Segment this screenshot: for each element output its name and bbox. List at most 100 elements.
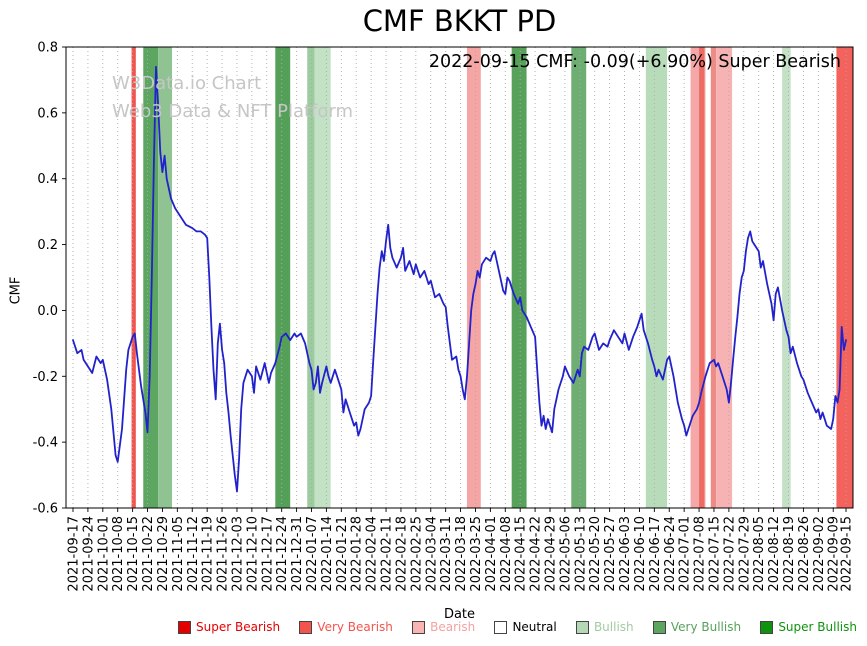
legend-label: Super Bullish xyxy=(778,620,857,634)
x-tick-label: 2022-01-21 xyxy=(335,516,350,592)
x-tick-label: 2022-01-07 xyxy=(305,516,320,592)
legend-swatch-icon xyxy=(652,620,666,634)
x-tick-label: 2022-08-26 xyxy=(797,516,812,592)
signal-band-very-bearish xyxy=(836,47,853,508)
x-tick-label: 2022-06-24 xyxy=(663,516,678,592)
x-tick-label: 2022-06-17 xyxy=(648,516,663,592)
x-tick-label: 2022-02-11 xyxy=(380,516,395,592)
x-tick-label: 2022-01-14 xyxy=(320,516,335,592)
x-tick-label: 2022-08-19 xyxy=(782,516,797,592)
plot-border xyxy=(65,46,854,509)
signal-band-very-bearish xyxy=(131,47,136,508)
x-tick-label: 2021-12-03 xyxy=(230,516,245,592)
cmf-annotation: 2022-09-15 CMF: -0.09(+6.90%) Super Bear… xyxy=(428,52,841,72)
x-tick-label: 2022-09-02 xyxy=(812,516,827,592)
x-tick-label: 2022-08-12 xyxy=(767,516,782,592)
y-tick-label: 0.8 xyxy=(37,41,58,56)
x-tick-label: 2022-05-06 xyxy=(558,516,573,592)
x-tick-label: 2022-07-15 xyxy=(707,516,722,592)
signal-band-bullish xyxy=(645,47,668,508)
y-tick-label: -0.6 xyxy=(33,502,58,517)
x-tick-label: 2022-06-10 xyxy=(633,516,648,592)
x-tick-label: 2021-10-15 xyxy=(126,516,141,592)
x-tick-label: 2022-04-15 xyxy=(514,516,529,592)
x-tick-label: 2022-03-25 xyxy=(469,516,484,592)
x-tick-label: 2021-12-31 xyxy=(290,516,305,592)
watermark-line2: Web3 Data & NFT Platform xyxy=(112,100,354,122)
x-tick-label: 2022-01-28 xyxy=(350,516,365,592)
x-tick-label: 2021-10-01 xyxy=(96,516,111,592)
x-tick-label: 2022-03-04 xyxy=(424,516,439,592)
legend-label: Super Bearish xyxy=(196,620,281,634)
signal-band-bearish xyxy=(466,47,481,508)
legend-item-bullish: Bullish xyxy=(575,620,634,634)
x-tick-label: 2022-02-04 xyxy=(365,516,380,592)
y-tick-label: 0.2 xyxy=(37,238,58,253)
legend-item-very-bearish: Very Bearish xyxy=(299,620,393,634)
x-tick-label: 2022-02-18 xyxy=(394,516,409,592)
y-tick-label: 0.4 xyxy=(37,172,58,187)
x-tick-label: 2022-04-22 xyxy=(529,516,544,592)
legend-item-neutral: Neutral xyxy=(494,620,557,634)
x-tick-label: 2022-05-27 xyxy=(603,516,618,592)
legend-item-bearish: Bearish xyxy=(412,620,475,634)
x-tick-label: 2022-04-01 xyxy=(484,516,499,592)
x-tick-label: 2022-03-11 xyxy=(439,516,454,592)
x-tick-label: 2021-12-17 xyxy=(260,516,275,592)
watermark-line1: W3Data.io Chart xyxy=(112,73,262,94)
legend-swatch-icon xyxy=(299,620,313,634)
x-tick-label: 2022-07-08 xyxy=(693,516,708,592)
x-tick-label: 2022-02-25 xyxy=(409,516,424,592)
watermark: W3Data.io Chart Web3 Data & NFT Platform xyxy=(112,70,353,126)
y-tick-label: -0.2 xyxy=(33,370,58,385)
legend-label: Very Bearish xyxy=(317,620,393,634)
legend-label: Very Bullish xyxy=(670,620,742,634)
legend-swatch-icon xyxy=(760,620,774,634)
x-tick-label: 2021-11-26 xyxy=(216,516,231,592)
x-tick-label: 2021-10-08 xyxy=(111,516,126,592)
x-tick-label: 2021-11-05 xyxy=(171,516,186,592)
x-axis-label: Date xyxy=(443,607,476,622)
signal-band-bearish xyxy=(716,47,733,508)
signal-band-very-bullish xyxy=(571,47,587,508)
x-tick-label: 2021-11-19 xyxy=(201,516,216,592)
signal-band-very-bearish xyxy=(699,47,705,508)
cmf-line xyxy=(72,65,847,493)
x-tick-label: 2021-12-24 xyxy=(275,516,290,592)
signal-band-very-bullish xyxy=(511,47,527,508)
x-tick-label: 2022-06-03 xyxy=(618,516,633,592)
x-tick-label: 2022-07-01 xyxy=(678,516,693,592)
x-tick-label: 2022-07-29 xyxy=(737,516,752,592)
x-tick-label: 2022-04-29 xyxy=(544,516,559,592)
signal-band-bullish xyxy=(782,47,791,508)
x-tick-label: 2021-09-17 xyxy=(67,516,82,592)
x-tick-label: 2021-10-22 xyxy=(141,516,156,592)
legend-label: Bearish xyxy=(430,620,476,634)
legend-swatch-icon xyxy=(494,620,508,634)
x-tick-label: 2021-09-24 xyxy=(81,516,96,592)
signal-band-very-bullish xyxy=(275,47,291,508)
x-tick-label: 2021-11-12 xyxy=(186,516,201,592)
legend-item-super-bullish: Super Bullish xyxy=(760,620,857,634)
x-tick-label: 2022-05-13 xyxy=(573,516,588,592)
legend-item-super-bearish: Super Bearish xyxy=(178,620,280,634)
x-tick-label: 2022-09-15 xyxy=(840,516,855,592)
legend-label: Neutral xyxy=(512,620,557,634)
y-tick-label: -0.4 xyxy=(33,436,58,451)
x-tick-label: 2022-05-20 xyxy=(588,516,603,592)
signal-band-very-bearish xyxy=(710,47,717,508)
legend-swatch-icon xyxy=(178,620,191,634)
y-tick-label: 0.6 xyxy=(37,106,58,121)
y-tick-label: 0.0 xyxy=(37,304,58,319)
x-tick-label: 2022-07-22 xyxy=(722,516,737,592)
legend-item-very-bullish: Very Bullish xyxy=(652,620,742,634)
x-tick-label: 2021-12-10 xyxy=(245,516,260,592)
x-tick-label: 2021-10-29 xyxy=(156,516,171,592)
x-tick-label: 2022-03-18 xyxy=(454,516,469,592)
signal-band-bullish xyxy=(307,47,315,508)
legend-label: Bullish xyxy=(593,620,634,634)
x-tick-label: 2022-09-09 xyxy=(827,516,842,592)
legend-swatch-icon xyxy=(412,620,426,634)
